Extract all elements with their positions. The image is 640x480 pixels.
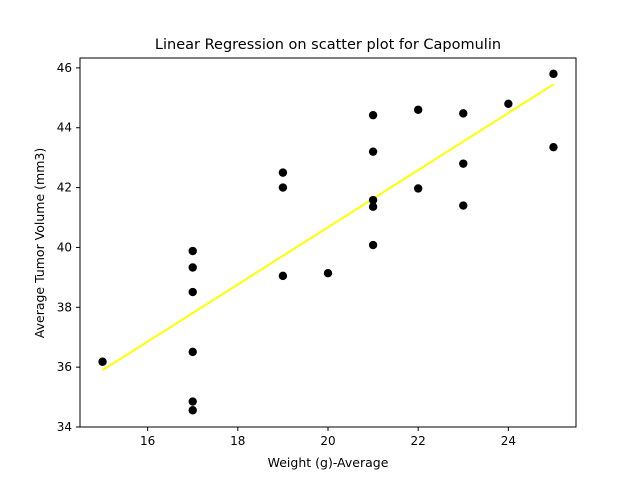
data-point [549,142,558,152]
data-point [278,271,288,281]
data-point [368,240,378,250]
y-tick-label: 36 [57,360,72,374]
data-point [459,159,468,168]
x-tick-label: 16 [140,434,155,448]
y-tick-label: 40 [57,240,72,254]
data-point [278,168,288,177]
x-tick-label: 18 [230,434,245,448]
y-tick-label: 42 [57,181,72,195]
plot-area: 16 18 20 22 24 34 36 38 40 42 44 46 [57,57,577,448]
data-point [188,287,197,297]
data-point [278,183,288,192]
data-point [459,201,468,210]
regression-line [102,83,554,371]
data-point [188,347,197,357]
chart-title: Linear Regression on scatter plot for Ca… [155,37,501,53]
y-tick-label: 34 [57,420,72,434]
data-point [368,147,378,156]
data-point [368,110,378,120]
y-tick-label: 46 [57,61,72,75]
data-point [98,357,107,366]
data-point [188,406,197,415]
y-axis-label: Average Tumor Volume (mm3) [32,148,47,338]
data-point [188,263,197,272]
data-point [504,99,513,108]
data-point [413,105,423,114]
data-point [459,109,468,118]
x-tick-label: 24 [501,434,516,448]
x-tick-label: 22 [411,434,426,448]
data-point [549,69,558,79]
data-point [188,246,197,256]
data-point [188,397,197,406]
axes-frame [79,57,577,428]
data-point [323,268,333,278]
x-tick-label: 20 [320,434,335,448]
data-point [368,195,378,205]
y-tick-label: 44 [57,121,72,135]
data-point [368,202,378,211]
y-tick-label: 38 [57,300,72,314]
data-point [413,184,423,193]
x-axis-label: Weight (g)-Average [268,455,389,470]
